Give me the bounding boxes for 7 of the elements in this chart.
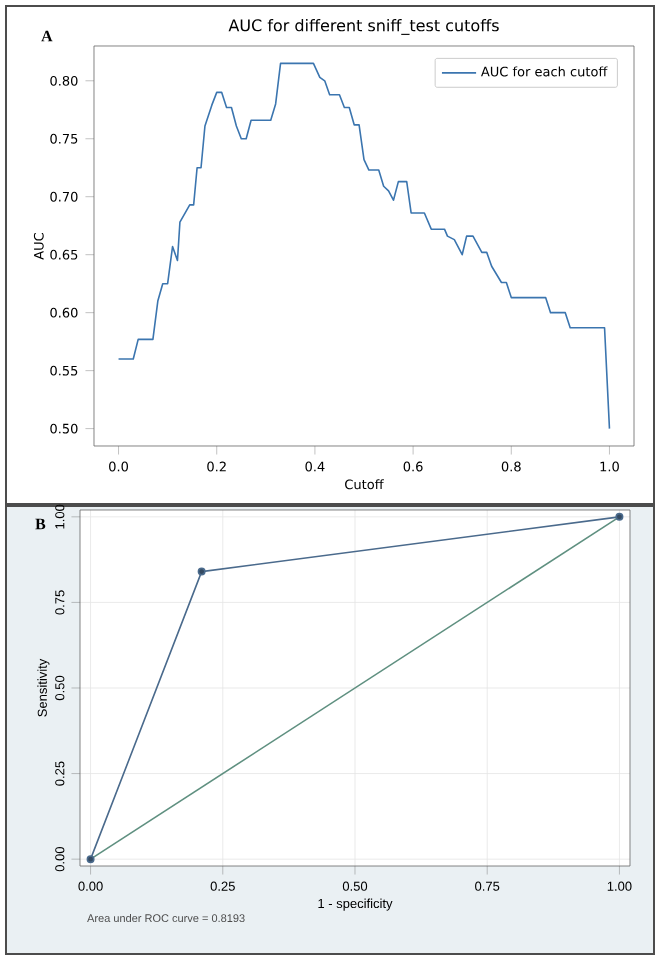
text: B (35, 518, 46, 530)
point (615, 512, 624, 521)
chart-title: AUC for different sniff_test cutoffs (228, 19, 499, 35)
point (197, 567, 206, 576)
point (86, 855, 95, 864)
line-series (117, 62, 611, 430)
text: A (41, 30, 53, 42)
